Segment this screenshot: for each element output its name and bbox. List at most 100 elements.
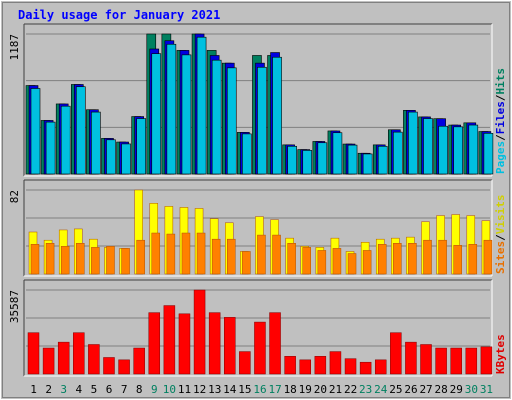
x-tick-label: 14 xyxy=(223,383,237,396)
bar-kbytes-day-6 xyxy=(103,357,115,375)
bar-pages-day-26 xyxy=(408,111,418,175)
x-tick-label: 24 xyxy=(374,383,388,396)
x-tick-label: 4 xyxy=(76,383,83,396)
bar-pages-day-24 xyxy=(377,145,388,175)
bar-kbytes-day-9 xyxy=(148,312,161,375)
x-tick-label: 25 xyxy=(389,383,402,396)
x-tick-label: 16 xyxy=(253,383,266,396)
x-tick-label: 7 xyxy=(121,383,128,396)
bar-kbytes-day-13 xyxy=(208,312,221,375)
x-tick-label: 26 xyxy=(404,383,417,396)
bar-kbytes-day-19 xyxy=(299,359,311,375)
bar-sites-day-24 xyxy=(377,244,387,275)
x-tick-label: 6 xyxy=(106,383,113,396)
x-tick-label: 20 xyxy=(314,383,327,396)
bar-pages-day-11 xyxy=(181,54,192,175)
bar-sites-day-23 xyxy=(362,250,372,275)
x-tick-label: 12 xyxy=(193,383,206,396)
bar-pages-day-7 xyxy=(121,143,131,175)
x-tick-label: 11 xyxy=(178,383,191,396)
bar-sites-day-5 xyxy=(91,247,100,275)
x-tick-label: 23 xyxy=(359,383,372,396)
bar-kbytes-day-22 xyxy=(344,358,357,375)
bar-kbytes-day-14 xyxy=(224,317,236,375)
x-tick-label: 22 xyxy=(344,383,357,396)
bar-pages-day-27 xyxy=(423,118,433,175)
bar-sites-day-13 xyxy=(211,238,221,275)
bar-kbytes-day-30 xyxy=(465,347,478,375)
y-max-label-kbytes: 35587 xyxy=(8,290,21,323)
x-tick-label: 8 xyxy=(136,383,143,396)
legend--label: / xyxy=(494,234,507,241)
bar-sites-day-1 xyxy=(30,244,40,275)
bar-pages-day-3 xyxy=(60,105,71,175)
bar-sites-day-10 xyxy=(166,233,176,275)
chart-title: Daily usage for January 2021 xyxy=(18,8,220,22)
bar-kbytes-day-15 xyxy=(239,351,251,375)
x-tick-label: 31 xyxy=(480,383,493,396)
bar-sites-day-27 xyxy=(423,239,432,275)
bar-sites-day-31 xyxy=(483,239,493,275)
x-tick-label: 1 xyxy=(30,383,37,396)
bar-sites-day-18 xyxy=(287,243,296,275)
bar-sites-day-22 xyxy=(347,253,357,275)
legend-visits-label: Visits xyxy=(494,195,507,235)
legend-visits-sites: Sites/Visits xyxy=(494,195,507,275)
bar-pages-day-23 xyxy=(362,153,373,175)
x-tick-label: 29 xyxy=(450,383,463,396)
bar-pages-day-14 xyxy=(226,67,237,175)
bar-kbytes-day-4 xyxy=(73,332,85,375)
bar-pages-day-2 xyxy=(45,121,56,175)
legend-hits-label: Hits xyxy=(494,68,507,95)
x-tick-label: 28 xyxy=(435,383,448,396)
legend-sites-label: Sites xyxy=(494,241,507,274)
bar-kbytes-day-20 xyxy=(314,356,327,375)
legend--label: / xyxy=(494,134,507,141)
bar-pages-day-4 xyxy=(75,86,86,175)
bar-pages-day-25 xyxy=(393,131,403,175)
legend-kbytes: KBytes xyxy=(494,334,507,374)
bar-kbytes-day-24 xyxy=(374,359,387,375)
legend-files-label: Files xyxy=(494,101,507,134)
bar-sites-day-3 xyxy=(60,246,70,275)
bar-sites-day-15 xyxy=(242,251,251,275)
bar-sites-day-19 xyxy=(302,247,311,275)
bar-sites-day-20 xyxy=(317,250,327,275)
bar-sites-day-8 xyxy=(136,239,145,275)
x-tick-label: 15 xyxy=(238,383,251,396)
bar-kbytes-day-21 xyxy=(329,351,342,375)
bar-kbytes-day-23 xyxy=(359,361,372,375)
bar-kbytes-day-25 xyxy=(390,332,402,375)
x-tick-label: 18 xyxy=(284,383,297,396)
x-tick-label: 19 xyxy=(299,383,312,396)
bar-pages-day-15 xyxy=(242,133,252,175)
x-tick-label: 2 xyxy=(45,383,52,396)
bar-pages-day-31 xyxy=(483,133,494,175)
bar-kbytes-day-2 xyxy=(42,347,55,375)
bar-pages-day-12 xyxy=(196,36,207,175)
bar-pages-day-21 xyxy=(332,132,343,175)
legend-pages-files-hits: Pages/Files/Hits xyxy=(494,68,507,174)
bar-pages-day-10 xyxy=(166,43,177,175)
bar-pages-day-20 xyxy=(317,142,328,175)
bar-sites-day-12 xyxy=(196,232,206,275)
y-max-label-pages-files-hits: 1187 xyxy=(8,34,21,61)
bar-kbytes-day-3 xyxy=(57,341,70,375)
bar-sites-day-25 xyxy=(393,243,402,275)
bar-pages-day-5 xyxy=(91,111,101,175)
bar-sites-day-26 xyxy=(408,243,417,275)
bar-pages-day-29 xyxy=(453,126,464,175)
bar-pages-day-9 xyxy=(151,53,162,175)
bar-pages-day-17 xyxy=(272,56,282,175)
bar-sites-day-11 xyxy=(181,232,191,275)
x-tick-label: 27 xyxy=(419,383,432,396)
bar-kbytes-day-17 xyxy=(269,312,281,375)
bar-sites-day-7 xyxy=(121,248,130,275)
bar-pages-day-16 xyxy=(257,66,267,175)
bar-pages-day-18 xyxy=(287,145,297,175)
bar-kbytes-day-16 xyxy=(254,321,266,375)
bar-sites-day-4 xyxy=(76,243,85,275)
bar-pages-day-13 xyxy=(211,59,222,175)
